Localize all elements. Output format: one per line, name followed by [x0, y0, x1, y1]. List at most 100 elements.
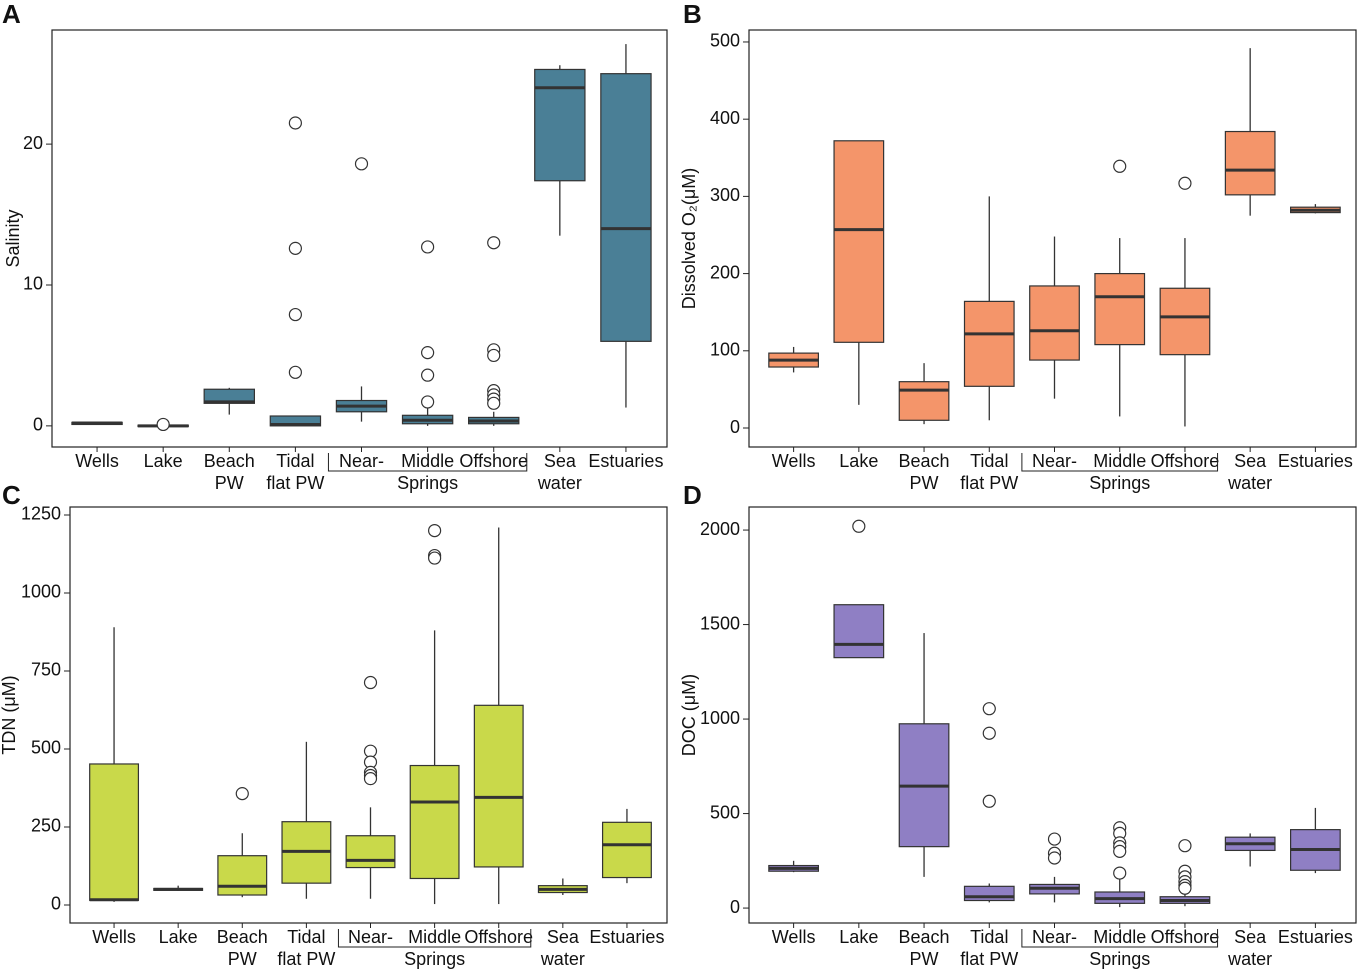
box	[1159, 287, 1211, 356]
x-tick-label: Lake	[144, 451, 183, 471]
y-tick-label: 10	[23, 274, 43, 294]
plot-frame	[748, 29, 1357, 448]
x-tick-label: Offshore	[1151, 927, 1220, 947]
y-tick-label: 400	[710, 108, 740, 128]
group-label: Springs	[397, 473, 458, 493]
group-label: Springs	[1089, 473, 1150, 493]
outlier	[852, 519, 866, 533]
x-tick-label: water	[1227, 473, 1272, 493]
outlier	[421, 368, 435, 382]
x-tick-label: Offshore	[464, 927, 533, 947]
group-bracket	[337, 929, 532, 948]
y-tick-label: 200	[710, 262, 740, 282]
y-tick-label: 300	[710, 185, 740, 205]
x-tick-label: Lake	[839, 927, 878, 947]
box	[534, 68, 586, 182]
x-tick-label: water	[537, 473, 582, 493]
outlier	[982, 726, 996, 740]
x-tick-label: Near-	[348, 927, 393, 947]
x-tick-label: Near-	[1032, 927, 1077, 947]
x-tick-label: Wells	[772, 451, 816, 471]
outlier	[1113, 866, 1127, 880]
outlier	[421, 240, 435, 254]
x-tick-label: Wells	[75, 451, 119, 471]
outlier	[428, 523, 442, 538]
y-axis-label: Salinity	[3, 209, 23, 267]
x-tick-label: PW	[910, 473, 939, 493]
y-tick-label: 1250	[21, 504, 61, 524]
outlier	[1113, 159, 1127, 173]
outlier	[1178, 176, 1192, 190]
box	[1029, 285, 1080, 361]
outlier	[363, 744, 378, 758]
group-bracket	[1021, 929, 1219, 948]
y-axis-label: TDN (μM)	[0, 675, 19, 754]
x-tick-label: water	[1227, 949, 1272, 969]
y-tick-label: 1000	[21, 582, 61, 602]
x-tick-label: Estuaries	[1278, 451, 1353, 471]
outlier	[1178, 881, 1192, 895]
x-tick-label: Tidal	[970, 927, 1008, 947]
y-axis-label: DOC (μM)	[679, 674, 699, 756]
y-tick-label: 0	[730, 417, 740, 437]
plot-frame	[51, 29, 668, 448]
group-label: Springs	[1089, 949, 1150, 969]
x-tick-label: Sea	[1234, 927, 1267, 947]
box	[217, 855, 268, 896]
box	[833, 604, 885, 659]
x-tick-label: Offshore	[1151, 451, 1220, 471]
x-tick-label: Estuaries	[589, 927, 664, 947]
x-tick-label: Offshore	[459, 451, 528, 471]
x-tick-label: Near-	[1032, 451, 1077, 471]
y-tick-label: 500	[710, 31, 740, 51]
outlier	[288, 365, 302, 379]
x-tick-label: Lake	[159, 927, 198, 947]
x-tick-label: Estuaries	[588, 451, 663, 471]
box	[473, 704, 524, 868]
x-tick-label: Middle	[401, 451, 454, 471]
x-tick-label: Tidal	[276, 451, 314, 471]
x-tick-label: Wells	[772, 927, 816, 947]
box	[963, 885, 1015, 902]
y-tick-label: 0	[33, 415, 43, 435]
box	[963, 300, 1015, 387]
x-tick-label: Middle	[408, 927, 461, 947]
x-tick-label: Sea	[547, 927, 580, 947]
outlier	[1178, 839, 1192, 853]
outlier	[421, 346, 435, 360]
y-tick-label: 2000	[700, 519, 740, 539]
outlier	[363, 772, 378, 786]
y-tick-label: 1000	[700, 708, 740, 728]
outlier	[1047, 851, 1062, 865]
box	[1094, 272, 1146, 346]
y-tick-label: 0	[730, 897, 740, 917]
x-tick-label: flat PW	[960, 949, 1018, 969]
y-tick-label: 0	[51, 894, 61, 914]
x-tick-label: Near-	[339, 451, 384, 471]
x-tick-label: Wells	[92, 927, 136, 947]
y-tick-label: 500	[710, 802, 740, 822]
outlier	[428, 551, 442, 565]
x-tick-label: Beach	[899, 451, 950, 471]
x-tick-label: flat PW	[266, 473, 324, 493]
group-bracket	[1021, 453, 1219, 472]
x-tick-label: Sea	[544, 451, 577, 471]
x-tick-label: Tidal	[287, 927, 325, 947]
group-label: Springs	[404, 949, 465, 969]
x-tick-label: water	[540, 949, 585, 969]
outlier	[235, 787, 249, 801]
x-tick-label: Beach	[217, 927, 268, 947]
y-axis-label: Dissolved O₂(μM)	[679, 168, 699, 309]
outlier	[288, 241, 302, 255]
outlier	[982, 702, 996, 716]
y-tick-label: 20	[23, 133, 43, 153]
panel-letter: C	[2, 480, 21, 510]
x-tick-label: flat PW	[277, 949, 335, 969]
outlier	[1047, 832, 1062, 846]
plot-frame	[69, 506, 668, 924]
box	[833, 140, 885, 343]
outlier	[982, 794, 996, 808]
x-tick-label: Middle	[1093, 927, 1146, 947]
box	[601, 821, 652, 879]
